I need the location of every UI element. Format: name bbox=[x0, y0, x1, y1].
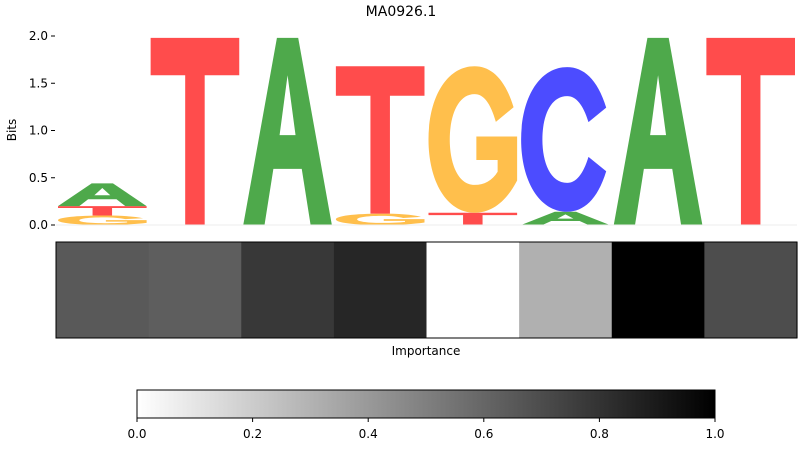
colorbar-tick-label: 1.0 bbox=[705, 427, 724, 441]
letter-glyph-T bbox=[150, 37, 240, 225]
colorbar-tick-label: 0.4 bbox=[359, 427, 378, 441]
logo-letter-A bbox=[613, 37, 703, 225]
y-tick-label: 0.0 bbox=[29, 218, 48, 232]
y-tick-label: 1.0 bbox=[29, 124, 48, 138]
logo-letter-G bbox=[58, 215, 147, 225]
letter-glyph-C bbox=[521, 67, 607, 212]
colorbar-ticks: 0.0 0.2 0.4 0.6 0.8 1.0 bbox=[127, 418, 725, 441]
heatmap-cell bbox=[704, 242, 798, 338]
y-ticks: 0.0 0.5 1.0 1.5 2.0 bbox=[29, 29, 55, 232]
colorbar-tick-label: 0.2 bbox=[243, 427, 262, 441]
heatmap-cell bbox=[56, 242, 150, 338]
colorbar-tick-label: 0.6 bbox=[474, 427, 493, 441]
letter-glyph-G bbox=[335, 213, 425, 225]
letter-glyph-A bbox=[521, 211, 610, 225]
y-axis-label: Bits bbox=[5, 119, 19, 142]
chart-title: MA0926.1 bbox=[366, 4, 437, 20]
logo-letter-A bbox=[243, 37, 332, 225]
heatmap-cell bbox=[611, 242, 705, 338]
logo-letter-T bbox=[150, 37, 240, 225]
colorbar-tick-label: 0.0 bbox=[127, 427, 146, 441]
y-tick-label: 1.5 bbox=[29, 76, 48, 90]
heatmap-cell bbox=[241, 242, 335, 338]
heatmap-x-label: Importance bbox=[392, 344, 461, 358]
logo-letter-T bbox=[706, 37, 795, 225]
y-tick-label: 2.0 bbox=[29, 29, 48, 43]
logo-letter-T bbox=[335, 66, 425, 214]
sequence-logo bbox=[58, 37, 795, 225]
logo-letter-G bbox=[428, 66, 518, 213]
colorbar-tick-label: 0.8 bbox=[590, 427, 609, 441]
importance-heatmap bbox=[56, 242, 798, 338]
heatmap-cell bbox=[426, 242, 520, 338]
logo-letter-C bbox=[521, 67, 607, 212]
heatmap-cell bbox=[519, 242, 613, 338]
colorbar bbox=[136, 389, 716, 419]
letter-glyph-T bbox=[428, 212, 518, 225]
letter-glyph-A bbox=[58, 183, 147, 207]
logo-letter-A bbox=[58, 183, 147, 207]
logo-letter-T bbox=[58, 206, 147, 216]
heatmap-cell bbox=[333, 242, 428, 338]
logo-letter-T bbox=[428, 212, 518, 225]
heatmap-frame bbox=[55, 241, 798, 339]
y-tick-label: 0.5 bbox=[29, 171, 48, 185]
logo-letter-A bbox=[521, 211, 610, 225]
letter-glyph-A bbox=[243, 37, 332, 225]
letter-glyph-G bbox=[428, 66, 518, 213]
letter-glyph-T bbox=[706, 37, 795, 225]
letter-glyph-G bbox=[58, 215, 147, 225]
heatmap-cell bbox=[148, 242, 242, 338]
logo-letter-G bbox=[335, 213, 425, 225]
letter-glyph-T bbox=[58, 206, 147, 216]
letter-glyph-A bbox=[613, 37, 703, 225]
letter-glyph-T bbox=[335, 66, 425, 214]
